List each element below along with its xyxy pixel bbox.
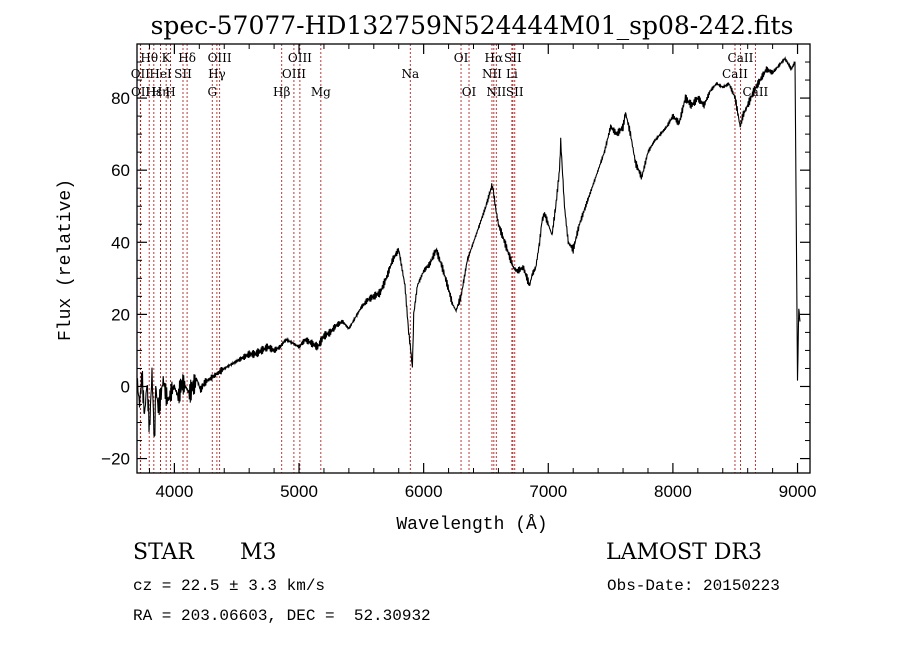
y-tick-label: −20 bbox=[101, 450, 130, 469]
line-marker-label: OIII bbox=[208, 51, 232, 65]
line-marker-label: Hε bbox=[145, 85, 162, 99]
x-tick-label: 7000 bbox=[529, 482, 567, 501]
x-tick-label: 9000 bbox=[779, 482, 817, 501]
y-tick-label: 60 bbox=[111, 161, 130, 180]
plot-frame bbox=[136, 43, 811, 474]
line-marker-label: K bbox=[162, 51, 172, 65]
line-marker-label: Na bbox=[401, 67, 419, 81]
obs-date: Obs-Date: 20150223 bbox=[607, 577, 780, 595]
line-marker-label: CaII bbox=[742, 85, 768, 99]
object-class: STAR bbox=[133, 540, 195, 565]
line-marker-label: HeI bbox=[149, 67, 172, 81]
line-marker-label: Hγ bbox=[208, 67, 226, 81]
y-tick-label: 20 bbox=[111, 305, 130, 324]
line-marker-label: SII bbox=[174, 67, 192, 81]
line-markers bbox=[139, 44, 756, 473]
x-tick-label: 5000 bbox=[280, 482, 318, 501]
line-marker-label: OIII bbox=[288, 51, 312, 65]
y-axis-label: Flux (relative) bbox=[56, 179, 76, 341]
x-tick-label: 6000 bbox=[405, 482, 443, 501]
line-marker-label: OII bbox=[131, 85, 151, 99]
object-subclass: M3 bbox=[240, 540, 277, 565]
line-marker-label: G bbox=[207, 85, 217, 99]
chart-title: spec-57077-HD132759N524444M01_sp08-242.f… bbox=[151, 11, 794, 40]
line-marker-label: OI bbox=[454, 51, 469, 65]
line-marker-label: CaII bbox=[722, 67, 748, 81]
survey-name: LAMOST DR3 bbox=[606, 540, 762, 565]
line-marker-label: Hδ bbox=[178, 51, 196, 65]
line-marker-label: Hθ bbox=[140, 51, 158, 65]
line-marker-label: NII bbox=[482, 67, 502, 81]
line-marker-label: Li bbox=[506, 67, 518, 81]
line-marker-label: SII bbox=[504, 51, 522, 65]
line-marker-label: Hα bbox=[485, 51, 504, 65]
y-tick-label: 80 bbox=[111, 89, 130, 108]
y-axis-ticks: −20 0 20 40 60 80 bbox=[101, 61, 810, 469]
line-marker-label: OI bbox=[462, 85, 477, 99]
x-axis-label: Wavelength (Å) bbox=[396, 514, 547, 535]
line-marker-label: NII bbox=[486, 85, 506, 99]
line-marker-label: Hβ bbox=[273, 85, 290, 99]
line-marker-label: Hη bbox=[152, 85, 170, 99]
redshift-cz: cz = 22.5 ± 3.3 km/s bbox=[133, 577, 325, 595]
spectrum-line bbox=[136, 56, 801, 438]
line-marker-label: Mg bbox=[311, 85, 331, 99]
x-tick-label: 8000 bbox=[654, 482, 692, 501]
x-axis-ticks: 4000 5000 6000 7000 8000 9000 bbox=[148, 44, 817, 501]
line-marker-label: CaII bbox=[728, 51, 754, 65]
line-marker-label: OIII bbox=[282, 67, 306, 81]
y-tick-label: 0 bbox=[121, 377, 130, 396]
y-tick-label: 40 bbox=[111, 233, 130, 252]
line-marker-label: OII bbox=[131, 67, 151, 81]
x-tick-label: 4000 bbox=[155, 482, 193, 501]
line-marker-label: SII bbox=[506, 85, 524, 99]
line-marker-label: H bbox=[165, 85, 175, 99]
coordinates: RA = 203.06603, DEC = 52.30932 bbox=[133, 607, 431, 625]
